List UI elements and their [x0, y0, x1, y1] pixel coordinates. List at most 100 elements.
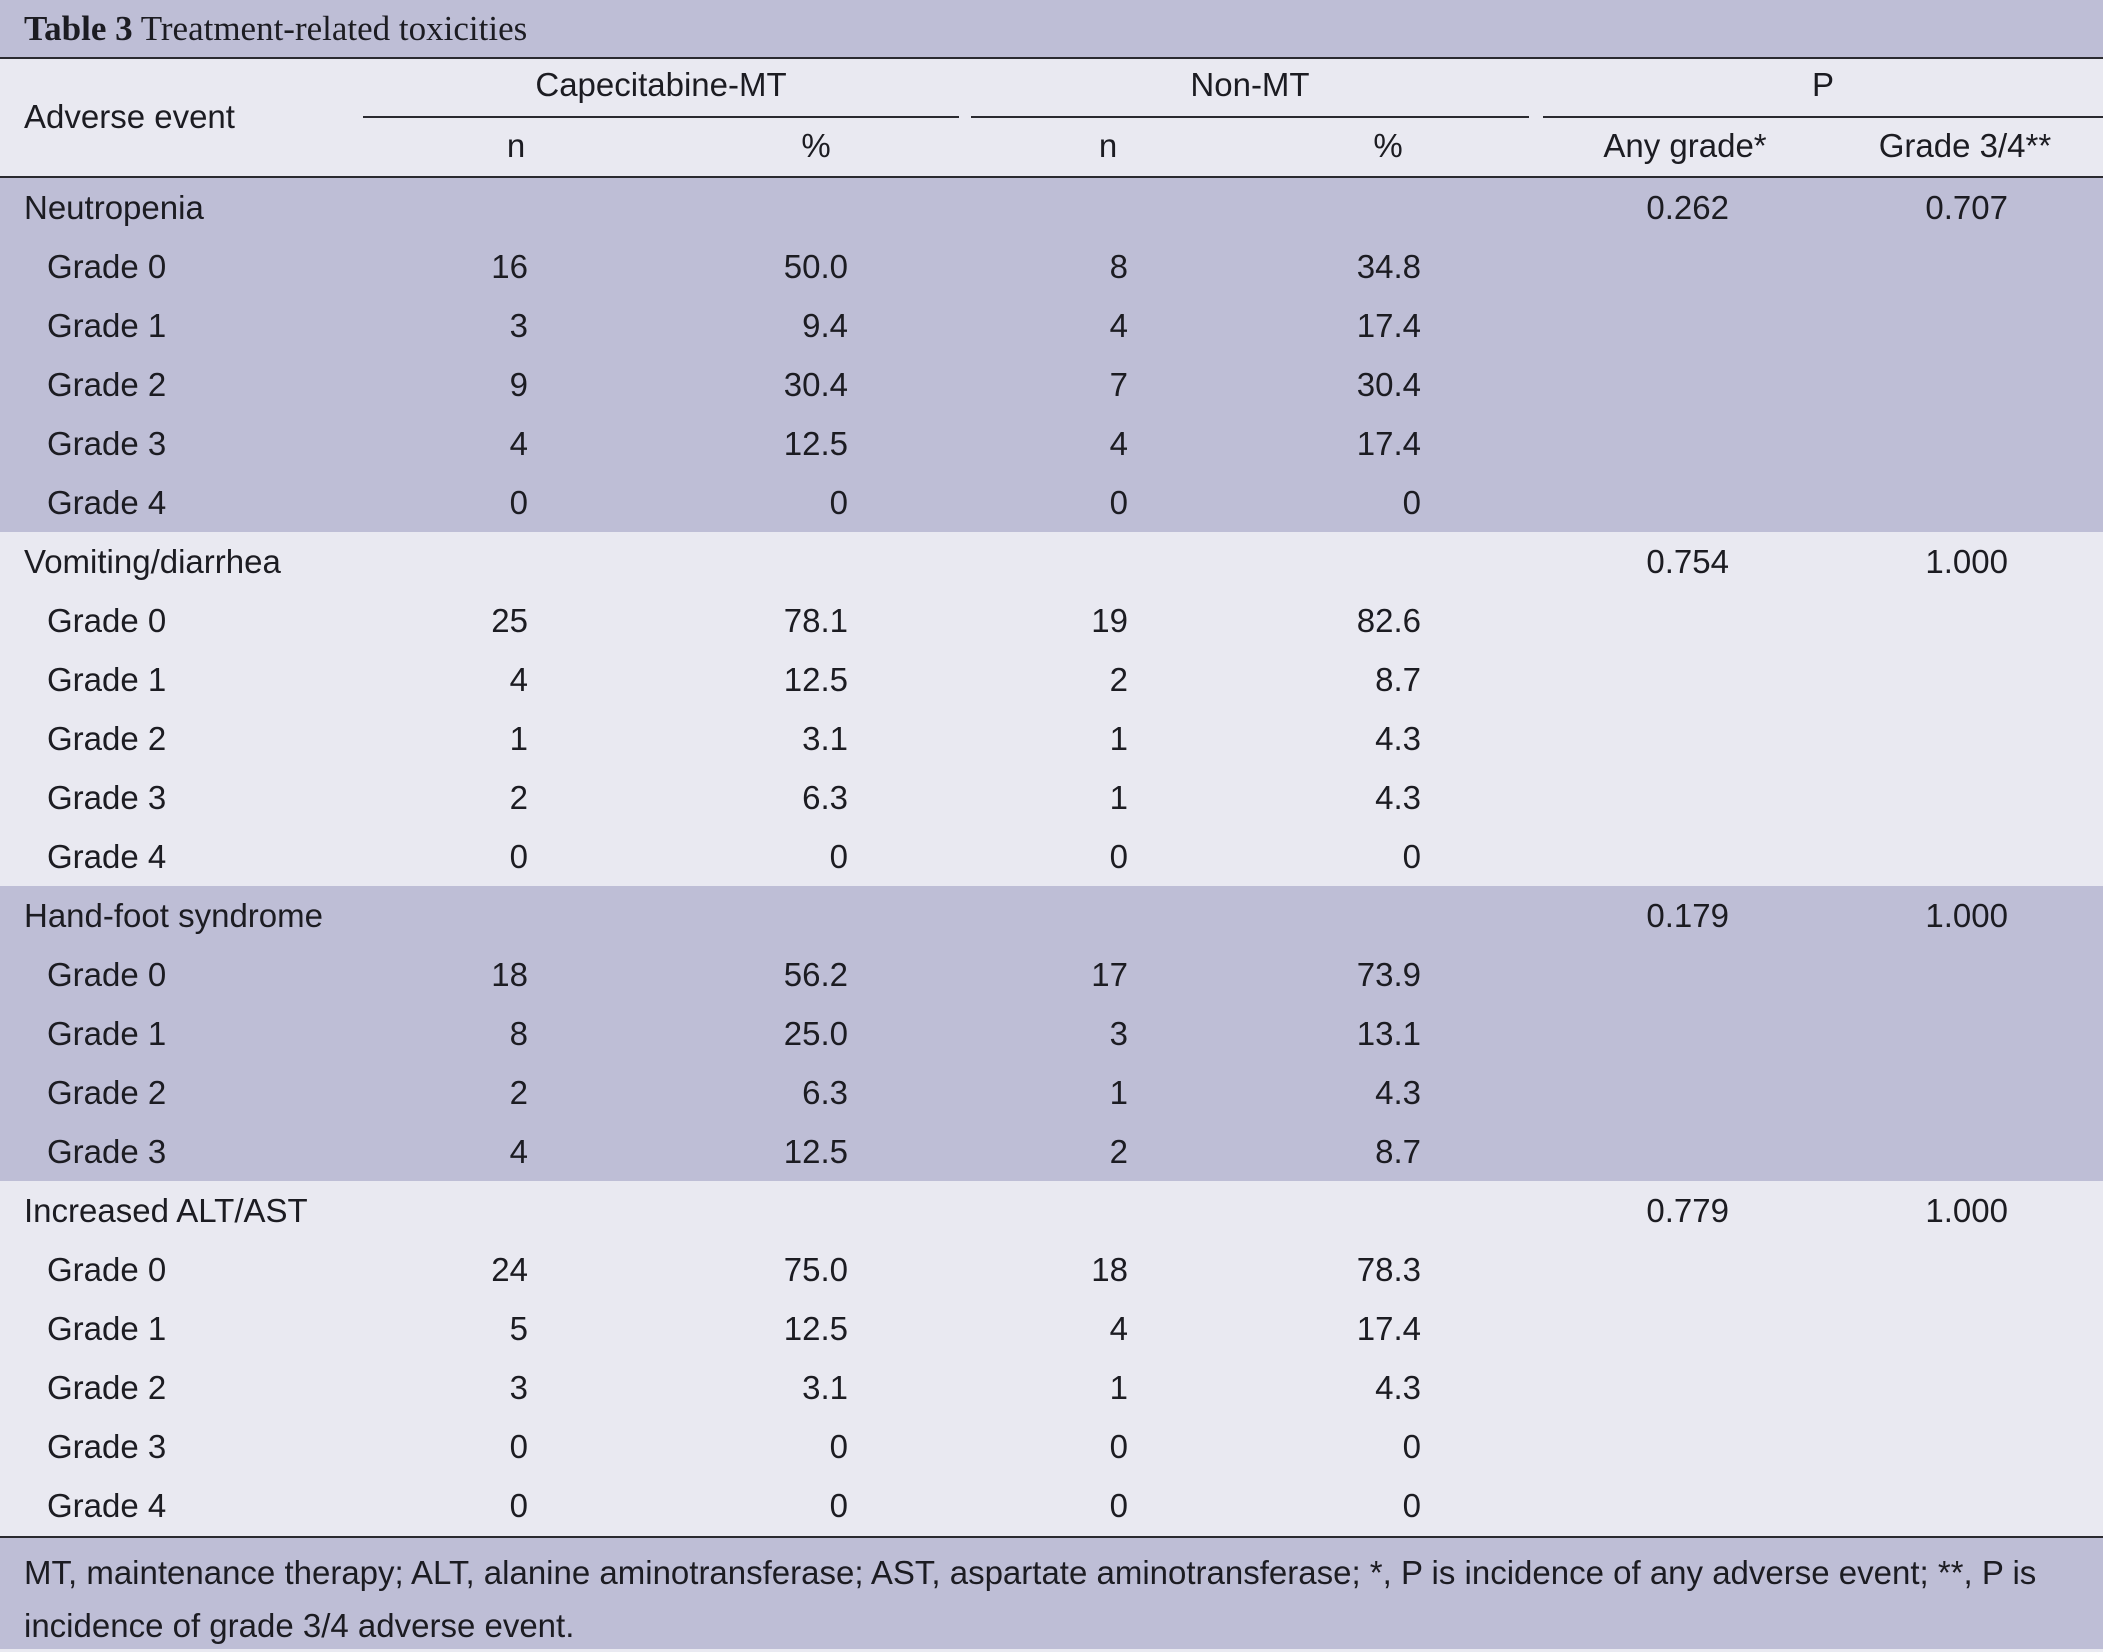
- non-mt-n: 4: [1109, 425, 1128, 462]
- capecitabine-n: 0: [509, 1487, 528, 1524]
- p-any-grade: 0.262: [1646, 189, 1729, 226]
- header-non-mt: Non-MT: [1190, 66, 1310, 103]
- non-mt-pct: 82.6: [1356, 602, 1421, 639]
- header-rule-group1: [363, 116, 959, 118]
- capecitabine-pct: 12.5: [783, 425, 848, 462]
- section-band: [0, 532, 2103, 886]
- p-grade-3-4: 1.000: [1925, 1192, 2008, 1229]
- capecitabine-pct: 25.0: [783, 1015, 848, 1052]
- header-rule-group2: [971, 116, 1529, 118]
- section-name: Neutropenia: [24, 189, 204, 226]
- header-capecitabine-mt: Capecitabine-MT: [535, 66, 787, 103]
- capecitabine-n: 5: [509, 1310, 528, 1347]
- non-mt-pct: 0: [1402, 484, 1421, 521]
- p-grade-3-4: 0.707: [1925, 189, 2008, 226]
- capecitabine-n: 16: [491, 248, 528, 285]
- capecitabine-n: 25: [491, 602, 528, 639]
- header-p: P: [1811, 66, 1834, 103]
- section-header-row: Hand-foot syndrome 0.179 1.000: [0, 886, 2103, 945]
- non-mt-pct: 4.3: [1375, 1369, 1421, 1406]
- capecitabine-pct: 0: [829, 484, 848, 521]
- section-name: Vomiting/diarrhea: [24, 543, 281, 580]
- non-mt-pct: 17.4: [1356, 1310, 1421, 1347]
- header-n-group2: n: [1098, 127, 1118, 164]
- capecitabine-pct: 6.3: [802, 779, 848, 816]
- non-mt-n: 1: [1109, 779, 1128, 816]
- grade-label: Grade 0: [47, 956, 167, 993]
- table-footnote: MT, maintenance therapy; ALT, alanine am…: [24, 1554, 2037, 1644]
- non-mt-n: 4: [1109, 307, 1128, 344]
- header-pct-group2: %: [1373, 127, 1403, 164]
- grade-label: Grade 3: [47, 779, 167, 816]
- header-adverse-event: Adverse event: [24, 98, 235, 135]
- table-row: Grade 3 0 0 0 0: [0, 1417, 2103, 1476]
- non-mt-n: 0: [1109, 838, 1128, 875]
- capecitabine-n: 0: [509, 838, 528, 875]
- table-row: Grade 3 4 12.5 2 8.7: [0, 1122, 2103, 1181]
- grade-label: Grade 2: [47, 1074, 167, 1111]
- capecitabine-pct: 12.5: [783, 661, 848, 698]
- header-n-group1: n: [506, 127, 526, 164]
- table-row: Grade 4 0 0 0 0: [0, 1476, 2103, 1535]
- capecitabine-n: 24: [491, 1251, 528, 1288]
- p-any-grade: 0.779: [1646, 1192, 1729, 1229]
- non-mt-n: 17: [1091, 956, 1128, 993]
- grade-label: Grade 2: [47, 720, 167, 757]
- section-header-row: Vomiting/diarrhea 0.754 1.000: [0, 532, 2103, 591]
- header-rule-p: [1543, 116, 2103, 118]
- non-mt-n: 0: [1109, 1428, 1128, 1465]
- table-row: Grade 1 3 9.4 4 17.4: [0, 296, 2103, 355]
- capecitabine-pct: 56.2: [783, 956, 848, 993]
- non-mt-n: 3: [1109, 1015, 1128, 1052]
- grade-label: Grade 1: [47, 661, 167, 698]
- table-row: Grade 2 9 30.4 7 30.4: [0, 355, 2103, 414]
- p-grade-3-4: 1.000: [1925, 543, 2008, 580]
- table-caption: Treatment-related toxicities: [132, 9, 528, 48]
- capecitabine-n: 2: [509, 1074, 528, 1111]
- table-row: Grade 2 2 6.3 1 4.3: [0, 1063, 2103, 1122]
- grade-label: Grade 4: [47, 484, 167, 521]
- non-mt-pct: 4.3: [1375, 1074, 1421, 1111]
- capecitabine-n: 0: [509, 484, 528, 521]
- non-mt-pct: 78.3: [1356, 1251, 1421, 1288]
- capecitabine-pct: 75.0: [783, 1251, 848, 1288]
- table-row: Grade 0 25 78.1 19 82.6: [0, 591, 2103, 650]
- capecitabine-pct: 9.4: [802, 307, 848, 344]
- grade-label: Grade 3: [47, 425, 167, 462]
- p-any-grade: 0.754: [1646, 543, 1729, 580]
- section-header-row: Neutropenia 0.262 0.707: [0, 178, 2103, 237]
- table-row: Grade 4 0 0 0 0: [0, 827, 2103, 886]
- capecitabine-n: 3: [509, 307, 528, 344]
- non-mt-pct: 0: [1402, 1487, 1421, 1524]
- capecitabine-n: 1: [509, 720, 528, 757]
- non-mt-n: 2: [1109, 1133, 1128, 1170]
- header-pct-group1: %: [801, 127, 831, 164]
- capecitabine-pct: 3.1: [802, 1369, 848, 1406]
- table-row: Grade 1 5 12.5 4 17.4: [0, 1299, 2103, 1358]
- capecitabine-n: 3: [509, 1369, 528, 1406]
- capecitabine-pct: 50.0: [783, 248, 848, 285]
- non-mt-n: 1: [1109, 1074, 1128, 1111]
- capecitabine-n: 8: [509, 1015, 528, 1052]
- section-header-row: Increased ALT/AST 0.779 1.000: [0, 1181, 2103, 1240]
- non-mt-pct: 4.3: [1375, 779, 1421, 816]
- capecitabine-n: 2: [509, 779, 528, 816]
- capecitabine-pct: 6.3: [802, 1074, 848, 1111]
- table-number: Table 3: [24, 9, 133, 48]
- table-row: Grade 0 18 56.2 17 73.9: [0, 945, 2103, 1004]
- table-row: Grade 2 1 3.1 1 4.3: [0, 709, 2103, 768]
- table-row: Grade 4 0 0 0 0: [0, 473, 2103, 532]
- capecitabine-n: 4: [509, 661, 528, 698]
- capecitabine-pct: 0: [829, 838, 848, 875]
- section-band: [0, 178, 2103, 532]
- section-band: [0, 1181, 2103, 1535]
- grade-label: Grade 1: [47, 1015, 167, 1052]
- section-name: Hand-foot syndrome: [24, 897, 323, 934]
- section-band: [0, 886, 2103, 1181]
- capecitabine-pct: 30.4: [783, 366, 848, 403]
- non-mt-pct: 8.7: [1375, 661, 1421, 698]
- grade-label: Grade 2: [47, 366, 167, 403]
- grade-label: Grade 3: [47, 1133, 167, 1170]
- non-mt-pct: 17.4: [1356, 425, 1421, 462]
- grade-label: Grade 2: [47, 1369, 167, 1406]
